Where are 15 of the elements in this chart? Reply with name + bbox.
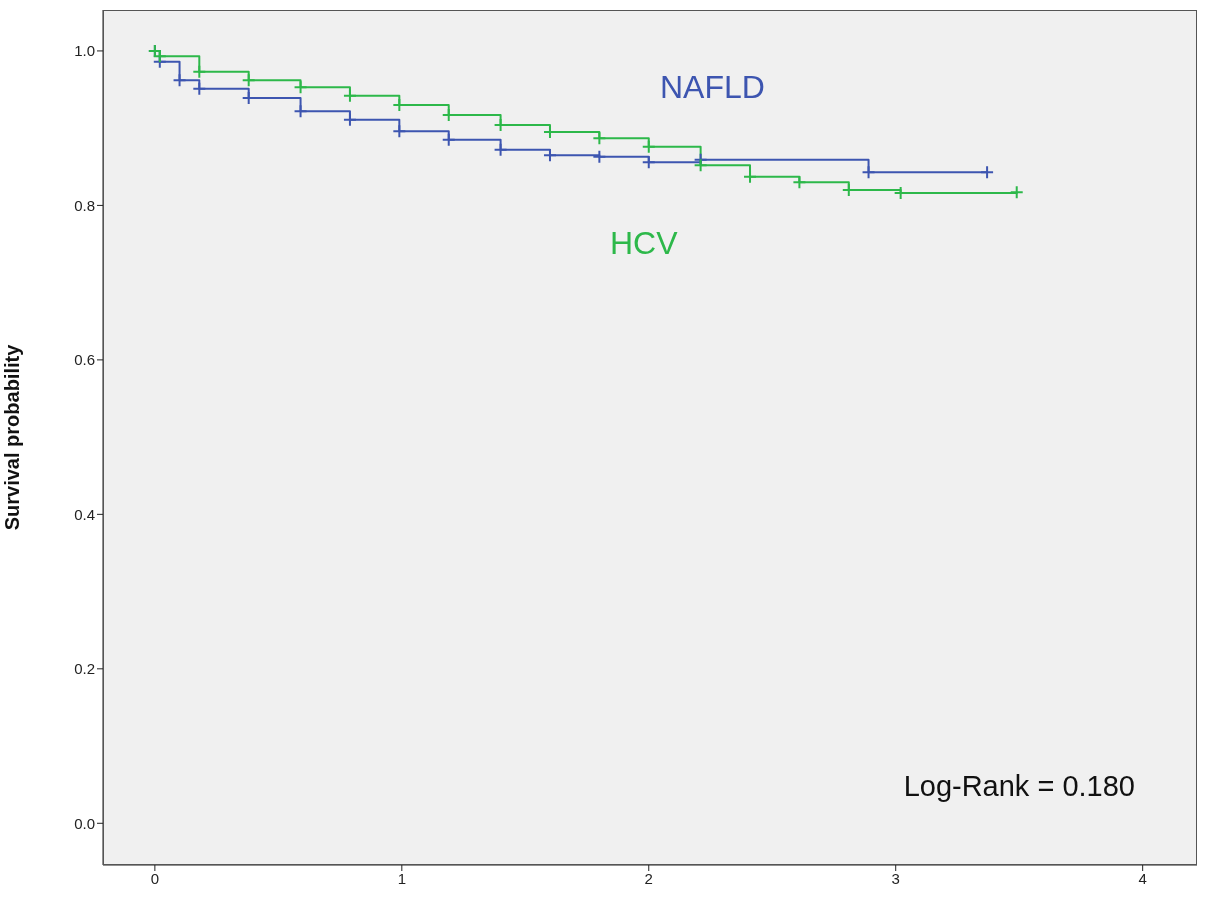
y-tick-label: 0.6 <box>74 351 95 369</box>
series-label: HCV <box>610 225 678 262</box>
x-tick-label: 1 <box>397 869 406 887</box>
annotation: Log-Rank = 0.180 <box>903 770 1135 803</box>
y-tick-label: 0.2 <box>74 660 95 678</box>
x-tick-label: 3 <box>891 869 900 887</box>
y-tick-label: 0.0 <box>74 814 95 832</box>
y-tick-label: 0.4 <box>74 505 95 523</box>
series-label: NAFLD <box>660 69 765 106</box>
y-axis-title: Survival probability <box>1 343 24 531</box>
y-tick-label: 1.0 <box>74 42 95 60</box>
y-tick-label: 0.8 <box>74 196 95 214</box>
x-tick-label: 4 <box>1138 869 1147 887</box>
x-tick-label: 2 <box>644 869 653 887</box>
x-tick-label: 0 <box>150 869 160 887</box>
